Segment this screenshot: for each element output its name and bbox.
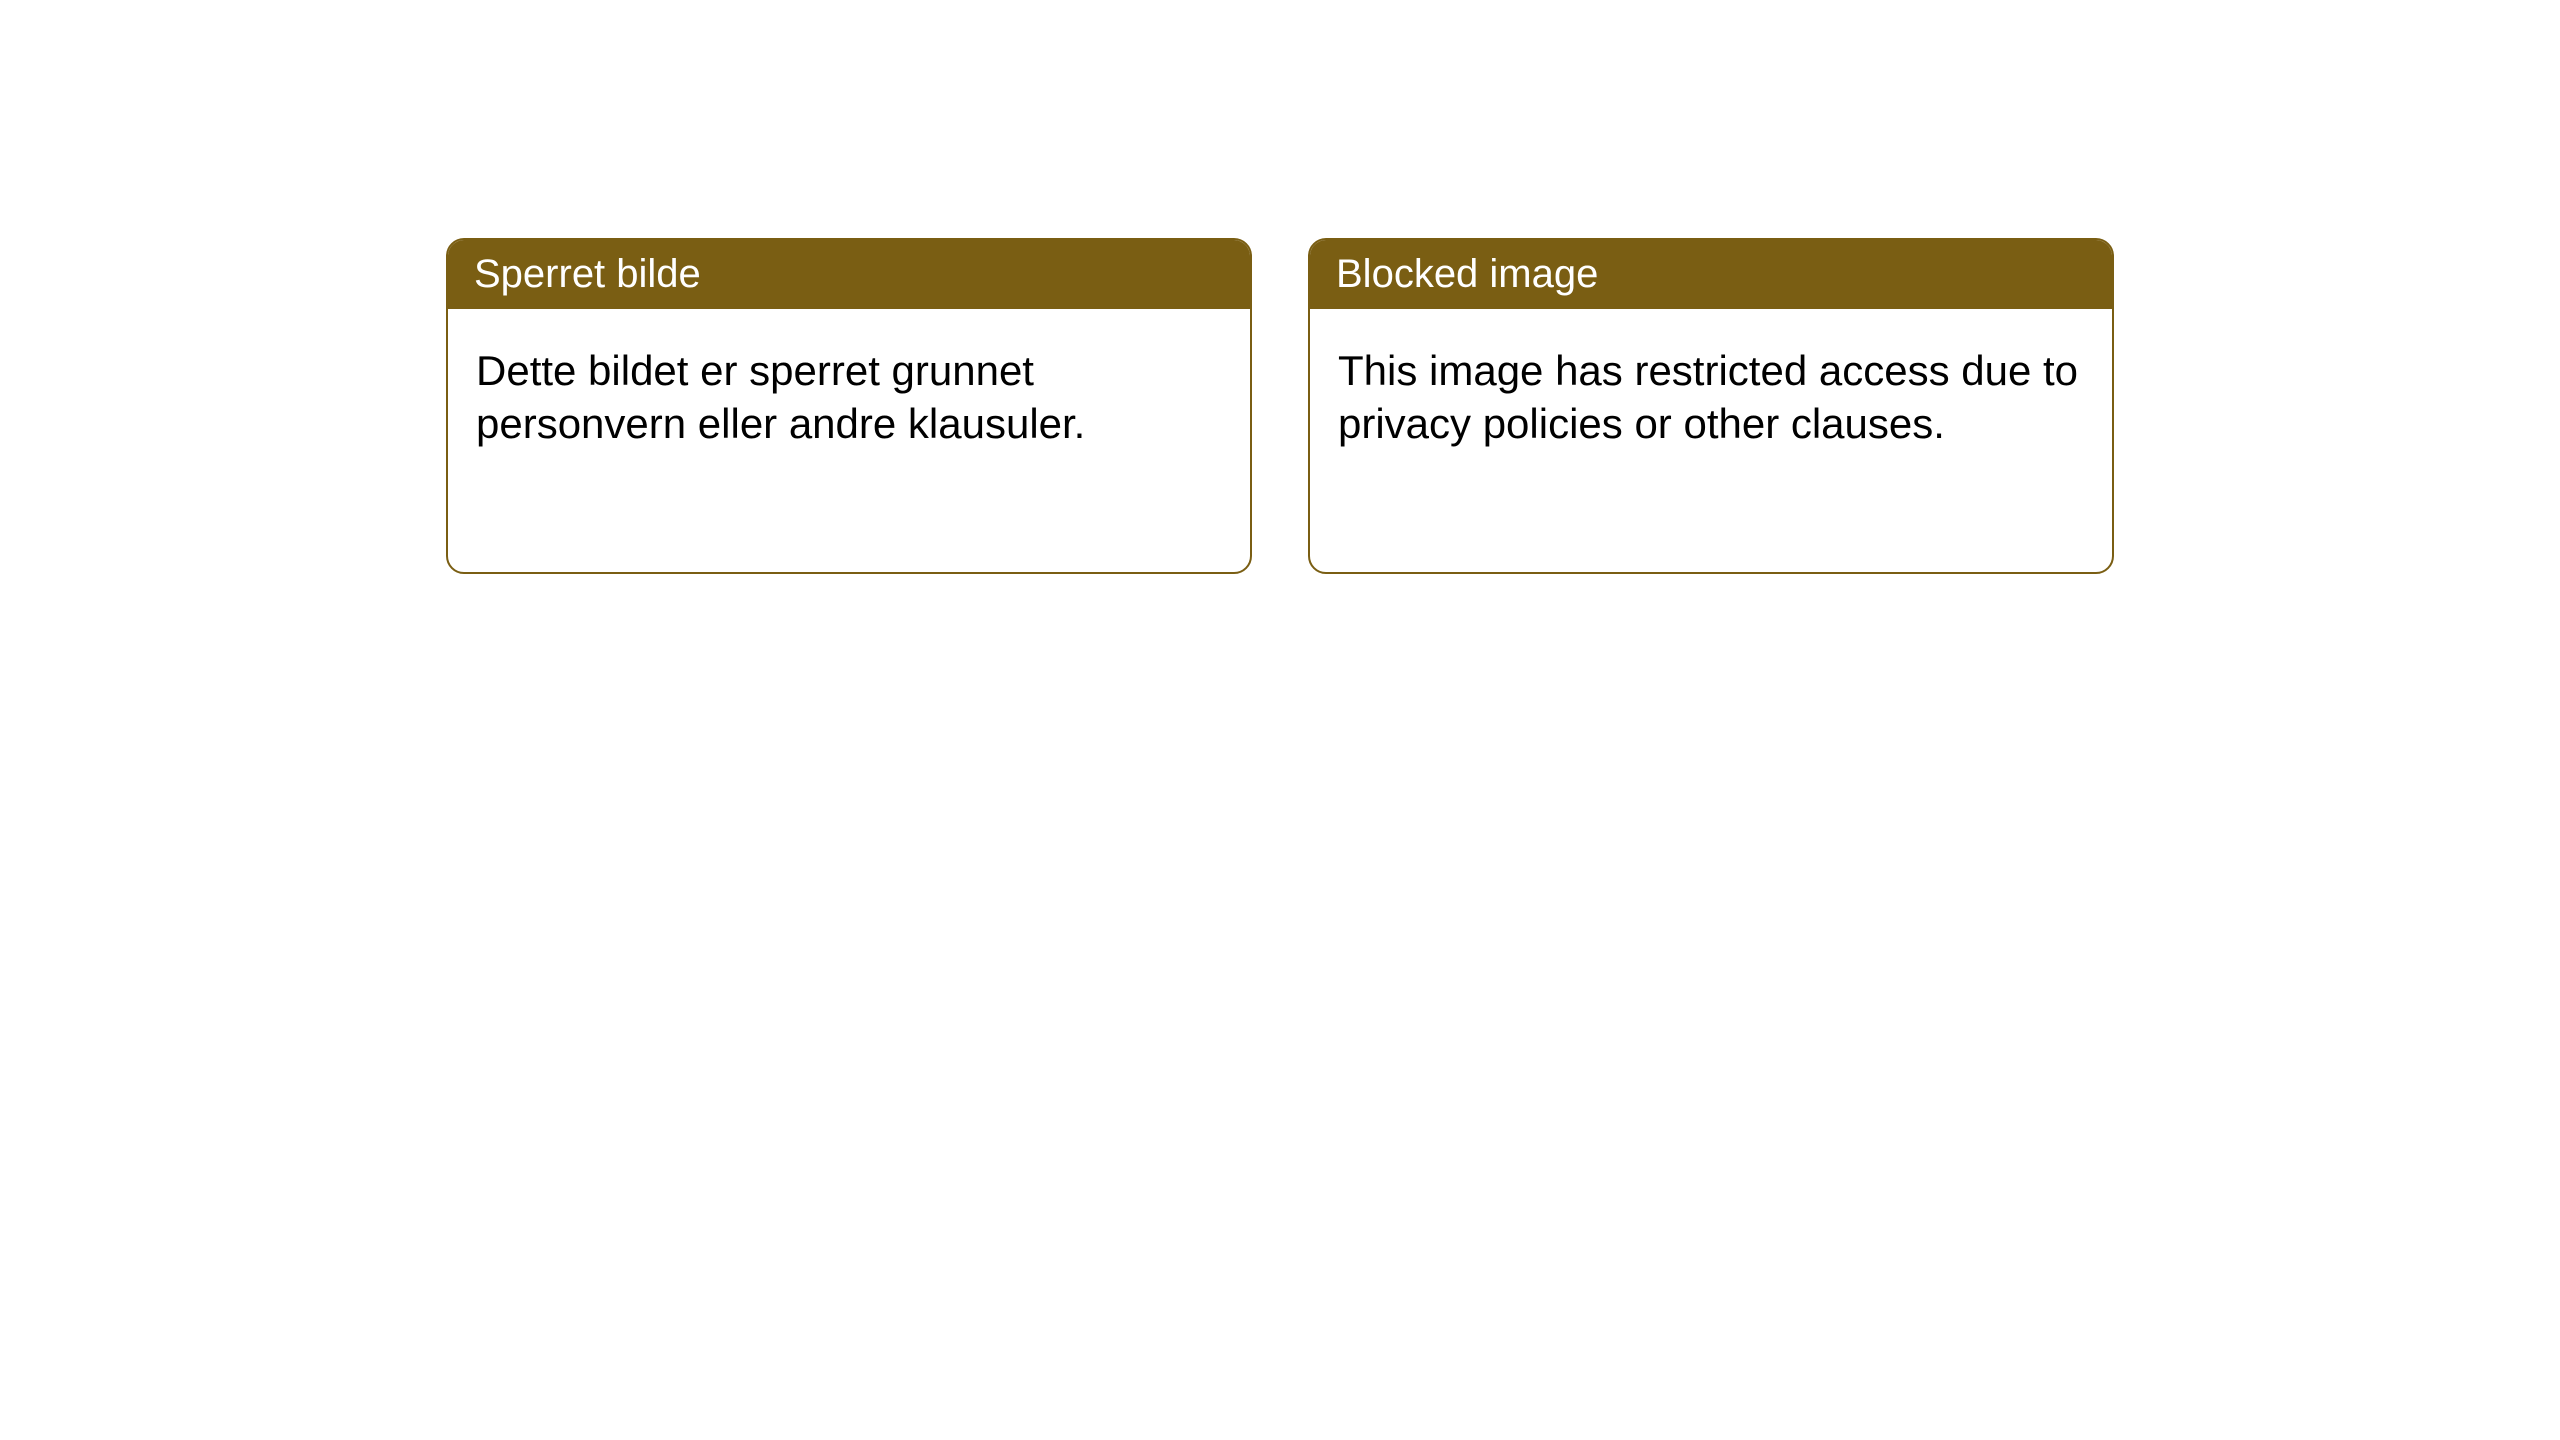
notice-card-body: This image has restricted access due to … (1310, 309, 2112, 486)
notice-card-title: Blocked image (1310, 240, 2112, 309)
notice-card-english: Blocked image This image has restricted … (1308, 238, 2114, 574)
notice-card-title: Sperret bilde (448, 240, 1250, 309)
notice-container: Sperret bilde Dette bildet er sperret gr… (0, 0, 2560, 574)
notice-card-body: Dette bildet er sperret grunnet personve… (448, 309, 1250, 486)
notice-card-norwegian: Sperret bilde Dette bildet er sperret gr… (446, 238, 1252, 574)
